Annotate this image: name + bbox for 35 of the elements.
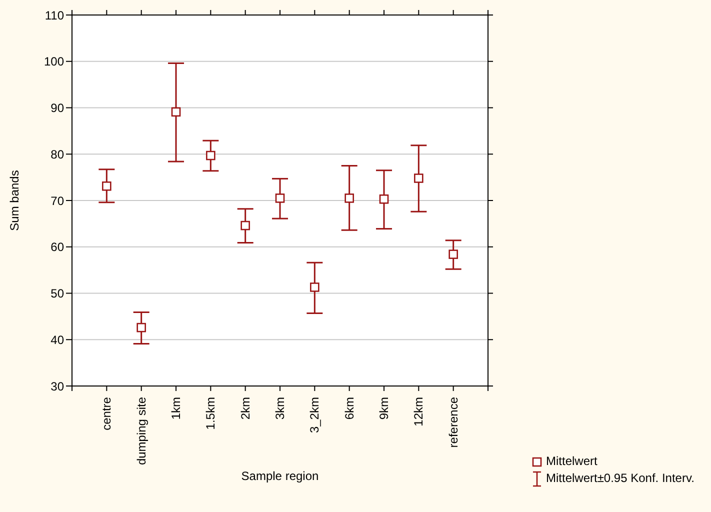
point [275, 194, 285, 203]
y-tick-label: 80 [50, 147, 64, 162]
y-tick-label: 40 [50, 332, 64, 347]
point [136, 322, 146, 332]
x-tick-label: dumping site [134, 396, 148, 466]
legend-box: Mittelwert Mittelwert±0.95 Konf. Interv. [530, 453, 694, 487]
point [344, 194, 354, 203]
x-tick-label: 9km [377, 397, 391, 420]
y-tick-label: 50 [50, 286, 64, 301]
x-tick-label: 3km [273, 397, 287, 420]
point [206, 150, 216, 160]
x-tick-label: 1km [169, 397, 183, 420]
point [102, 181, 112, 191]
y-tick-label: 110 [44, 8, 64, 22]
y-tick-label: 30 [50, 379, 64, 394]
x-tick-label: reference [446, 396, 460, 448]
point [310, 282, 320, 292]
point [240, 220, 250, 230]
y-tick-label: 100 [44, 54, 64, 69]
x-tick-label: 12km [412, 396, 426, 426]
y-tick-label: 60 [50, 240, 64, 254]
x-axis-title: Sample region [241, 469, 319, 483]
x-tick-label: 2km [238, 397, 252, 420]
point [414, 174, 424, 183]
x-tick-label: 3_2km [308, 397, 322, 434]
legend-label: Mittelwert [546, 453, 598, 470]
y-tick-label: 90 [50, 101, 64, 116]
point [379, 194, 389, 204]
y-axis-title: Sum bands [7, 170, 22, 231]
x-tick-label: 6km [342, 397, 356, 420]
point [171, 107, 181, 117]
x-tick-label: 1.5km [204, 397, 218, 430]
point [448, 250, 458, 259]
y-tick-label: 70 [50, 194, 64, 208]
x-tick-label: centre [100, 396, 114, 430]
